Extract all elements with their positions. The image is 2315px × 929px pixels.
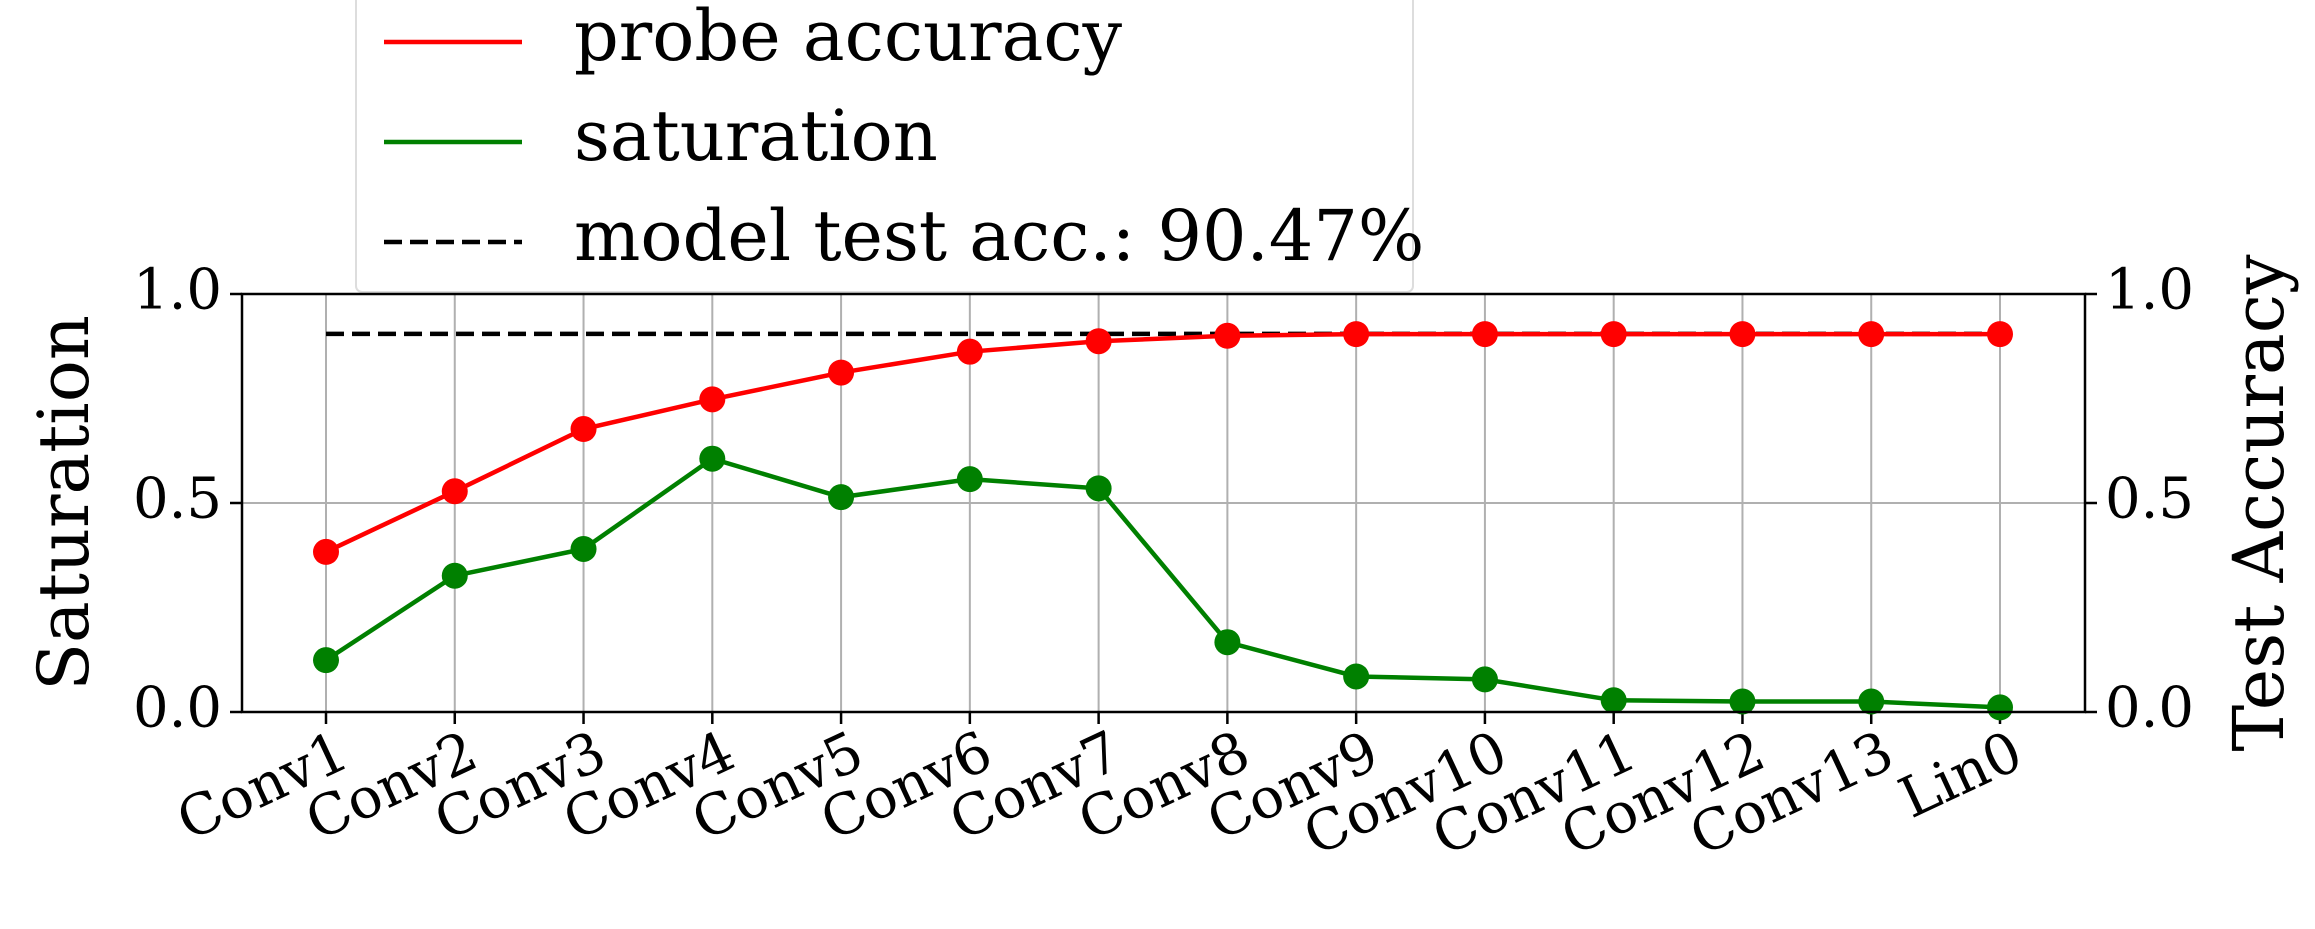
- point: [956, 466, 983, 493]
- point: [570, 416, 597, 443]
- point: [1858, 321, 1885, 348]
- legend-box: [355, 0, 1414, 293]
- x-tick-label: Lin0: [1890, 719, 2032, 831]
- point: [313, 538, 339, 565]
- y2-axis-label: Test Accuracy: [2218, 254, 2300, 751]
- point: [1343, 321, 1370, 348]
- point: [1987, 321, 2013, 348]
- point: [828, 359, 855, 386]
- point: [1729, 688, 1756, 715]
- point: [1471, 321, 1498, 348]
- legend-label: model test acc.: 90.47%: [574, 195, 1424, 277]
- y-tick-label: 1.0: [133, 258, 222, 323]
- legend-label: saturation: [574, 95, 938, 177]
- series-line: [325, 331, 2000, 554]
- point: [1214, 322, 1241, 349]
- point: [1600, 687, 1627, 714]
- y2-tick-label: 0.0: [2105, 676, 2194, 741]
- point: [1471, 666, 1498, 693]
- point: [956, 338, 983, 365]
- point: [1214, 629, 1241, 656]
- point: [570, 535, 597, 562]
- point: [1085, 328, 1112, 355]
- y-tick-label: 0.0: [133, 676, 222, 741]
- point: [441, 562, 468, 589]
- y2-tick-label: 1.0: [2105, 258, 2194, 323]
- series-line: [324, 456, 2001, 710]
- y2-tick-label: 0.5: [2105, 467, 2194, 532]
- point: [441, 478, 468, 505]
- point: [1600, 321, 1627, 348]
- y-tick-label: 0.5: [133, 467, 222, 532]
- y-axis-label: Saturation: [23, 315, 105, 691]
- point: [313, 647, 339, 674]
- point: [1729, 321, 1756, 348]
- point: [828, 484, 855, 511]
- point: [1085, 475, 1112, 502]
- legend-label: probe accuracy: [574, 0, 1123, 77]
- point: [1987, 694, 2013, 721]
- point: [699, 445, 726, 472]
- point: [1858, 688, 1885, 715]
- point: [699, 386, 726, 413]
- axes-frame: [240, 292, 2087, 714]
- point: [1343, 663, 1370, 690]
